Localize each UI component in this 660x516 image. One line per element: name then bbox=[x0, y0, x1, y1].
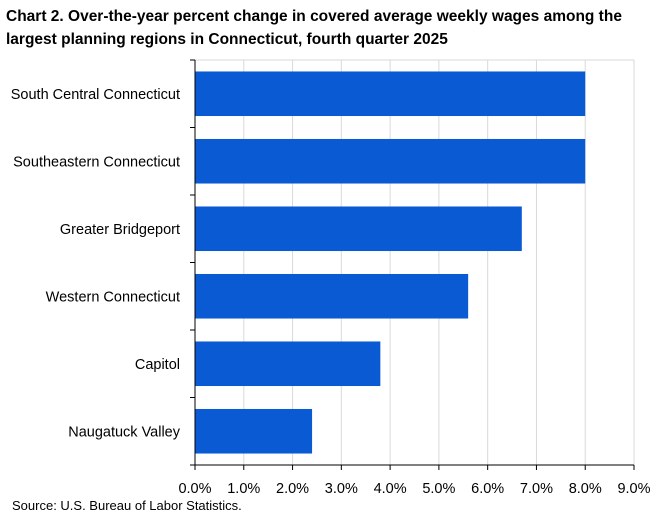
bars bbox=[195, 71, 586, 454]
source-note: Source: U.S. Bureau of Labor Statistics. bbox=[12, 498, 242, 513]
x-tick-label: 3.0% bbox=[325, 481, 358, 497]
x-tick-label: 9.0% bbox=[617, 481, 650, 497]
bar bbox=[195, 408, 313, 454]
bar bbox=[195, 341, 381, 387]
category-label: Naugatuck Valley bbox=[68, 424, 181, 440]
x-tick-label: 0.0% bbox=[178, 481, 211, 497]
x-tick-label: 5.0% bbox=[422, 481, 455, 497]
category-label: Western Connecticut bbox=[46, 289, 180, 305]
axes bbox=[190, 59, 635, 470]
x-tick-label: 2.0% bbox=[276, 481, 309, 497]
x-tick-label: 6.0% bbox=[471, 481, 504, 497]
tick-labels: 0.0% 1.0% 2.0% 3.0% 4.0% 5.0% 6.0% 7.0% 8.0% 9.0% bbox=[178, 481, 650, 497]
bar bbox=[195, 71, 586, 117]
category-labels: South Central Connecticut Southeastern Co… bbox=[11, 87, 181, 441]
bar bbox=[195, 273, 469, 319]
bar bbox=[195, 206, 522, 252]
category-label: South Central Connecticut bbox=[11, 87, 180, 103]
x-tick-label: 4.0% bbox=[374, 481, 407, 497]
category-label: Greater Bridgeport bbox=[60, 222, 180, 238]
x-tick-label: 7.0% bbox=[520, 481, 553, 497]
x-tick-label: 8.0% bbox=[569, 481, 602, 497]
category-label: Southeastern Connecticut bbox=[13, 154, 180, 170]
x-tick-label: 1.0% bbox=[227, 481, 260, 497]
category-label: Capitol bbox=[135, 357, 180, 373]
gridlines bbox=[195, 59, 635, 465]
chart-title: Chart 2. Over-the-year percent change in… bbox=[6, 8, 622, 48]
bar bbox=[195, 138, 586, 184]
